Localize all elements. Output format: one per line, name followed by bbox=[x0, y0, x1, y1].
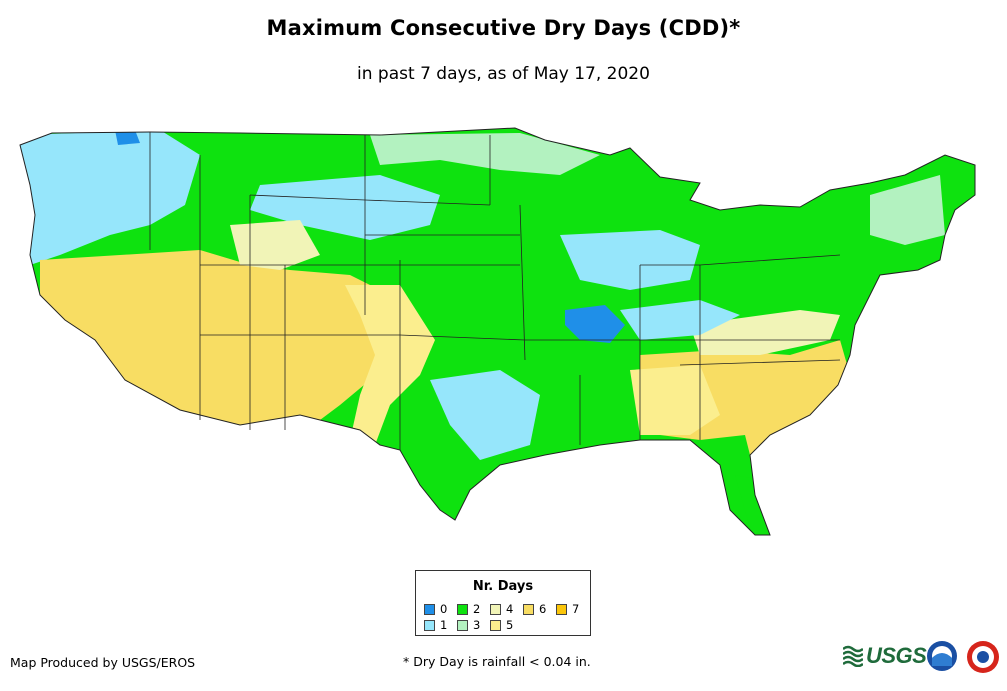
legend-swatch-1 bbox=[424, 619, 435, 631]
cdd-region-ne-3day bbox=[870, 175, 945, 245]
cdd-region-tx-1day bbox=[430, 370, 540, 460]
cdd-region-mid-blue bbox=[620, 300, 740, 340]
legend-item-6: 6 bbox=[523, 602, 546, 616]
legend-item-7: 7 bbox=[556, 602, 579, 616]
legend-label-0: 0 bbox=[440, 602, 448, 616]
cdd-map bbox=[19, 127, 976, 536]
legend-swatch-3 bbox=[457, 619, 468, 631]
cdd-region-northplains-3day bbox=[370, 133, 600, 175]
legend-item-3: 3 bbox=[457, 618, 480, 632]
legend-swatch-7 bbox=[556, 603, 567, 615]
footnote-text: * Dry Day is rainfall < 0.04 in. bbox=[403, 654, 591, 669]
cdd-region-ok-0day bbox=[115, 130, 140, 145]
legend-item-2: 2 bbox=[457, 602, 480, 616]
legend-label-5: 5 bbox=[506, 618, 514, 632]
noaa-logo bbox=[926, 640, 958, 676]
cdd-region-sw-5day bbox=[345, 285, 435, 445]
legend-label-6: 6 bbox=[539, 602, 547, 616]
state-boundaries bbox=[149, 132, 841, 450]
map-title: Maximum Consecutive Dry Days (CDD)* bbox=[266, 16, 741, 40]
legend-swatch-0 bbox=[424, 603, 435, 615]
nws-seal-icon bbox=[967, 641, 999, 673]
legend-label-1: 1 bbox=[440, 618, 448, 632]
cdd-region-sw-6day bbox=[40, 250, 385, 435]
usgs-wave-icon bbox=[843, 645, 863, 667]
legend-item-1: 1 bbox=[424, 618, 447, 632]
legend-label-2: 2 bbox=[473, 602, 481, 616]
legend: Nr. Days 0 2 4 6 7 1 3 5 bbox=[415, 570, 591, 636]
map-subtitle: in past 7 days, as of May 17, 2020 bbox=[357, 64, 650, 84]
legend-title: Nr. Days bbox=[472, 579, 534, 594]
legend-label-7: 7 bbox=[572, 602, 580, 616]
usgs-logo: USGS bbox=[843, 643, 927, 669]
cdd-region-ozark-0day bbox=[565, 305, 625, 343]
legend-swatch-4 bbox=[490, 603, 501, 615]
legend-swatch-6 bbox=[523, 603, 534, 615]
legend-label-3: 3 bbox=[473, 618, 481, 632]
nws-logo bbox=[963, 640, 1003, 678]
cdd-region-se-5day bbox=[630, 365, 720, 435]
legend-item-0: 0 bbox=[424, 602, 447, 616]
credit-text: Map Produced by USGS/EROS bbox=[10, 655, 196, 670]
usgs-logo-text: USGS bbox=[866, 643, 927, 668]
legend-item-5: 5 bbox=[490, 618, 513, 632]
cdd-region-mt-4day bbox=[230, 220, 320, 270]
noaa-seal-icon bbox=[927, 641, 957, 671]
cdd-region-nw-1day bbox=[20, 130, 200, 265]
cdd-region-mw-1day bbox=[560, 230, 700, 290]
legend-swatch-2 bbox=[457, 603, 468, 615]
legend-swatch-5 bbox=[490, 619, 501, 631]
legend-item-4: 4 bbox=[490, 602, 513, 616]
legend-label-4: 4 bbox=[506, 602, 514, 616]
